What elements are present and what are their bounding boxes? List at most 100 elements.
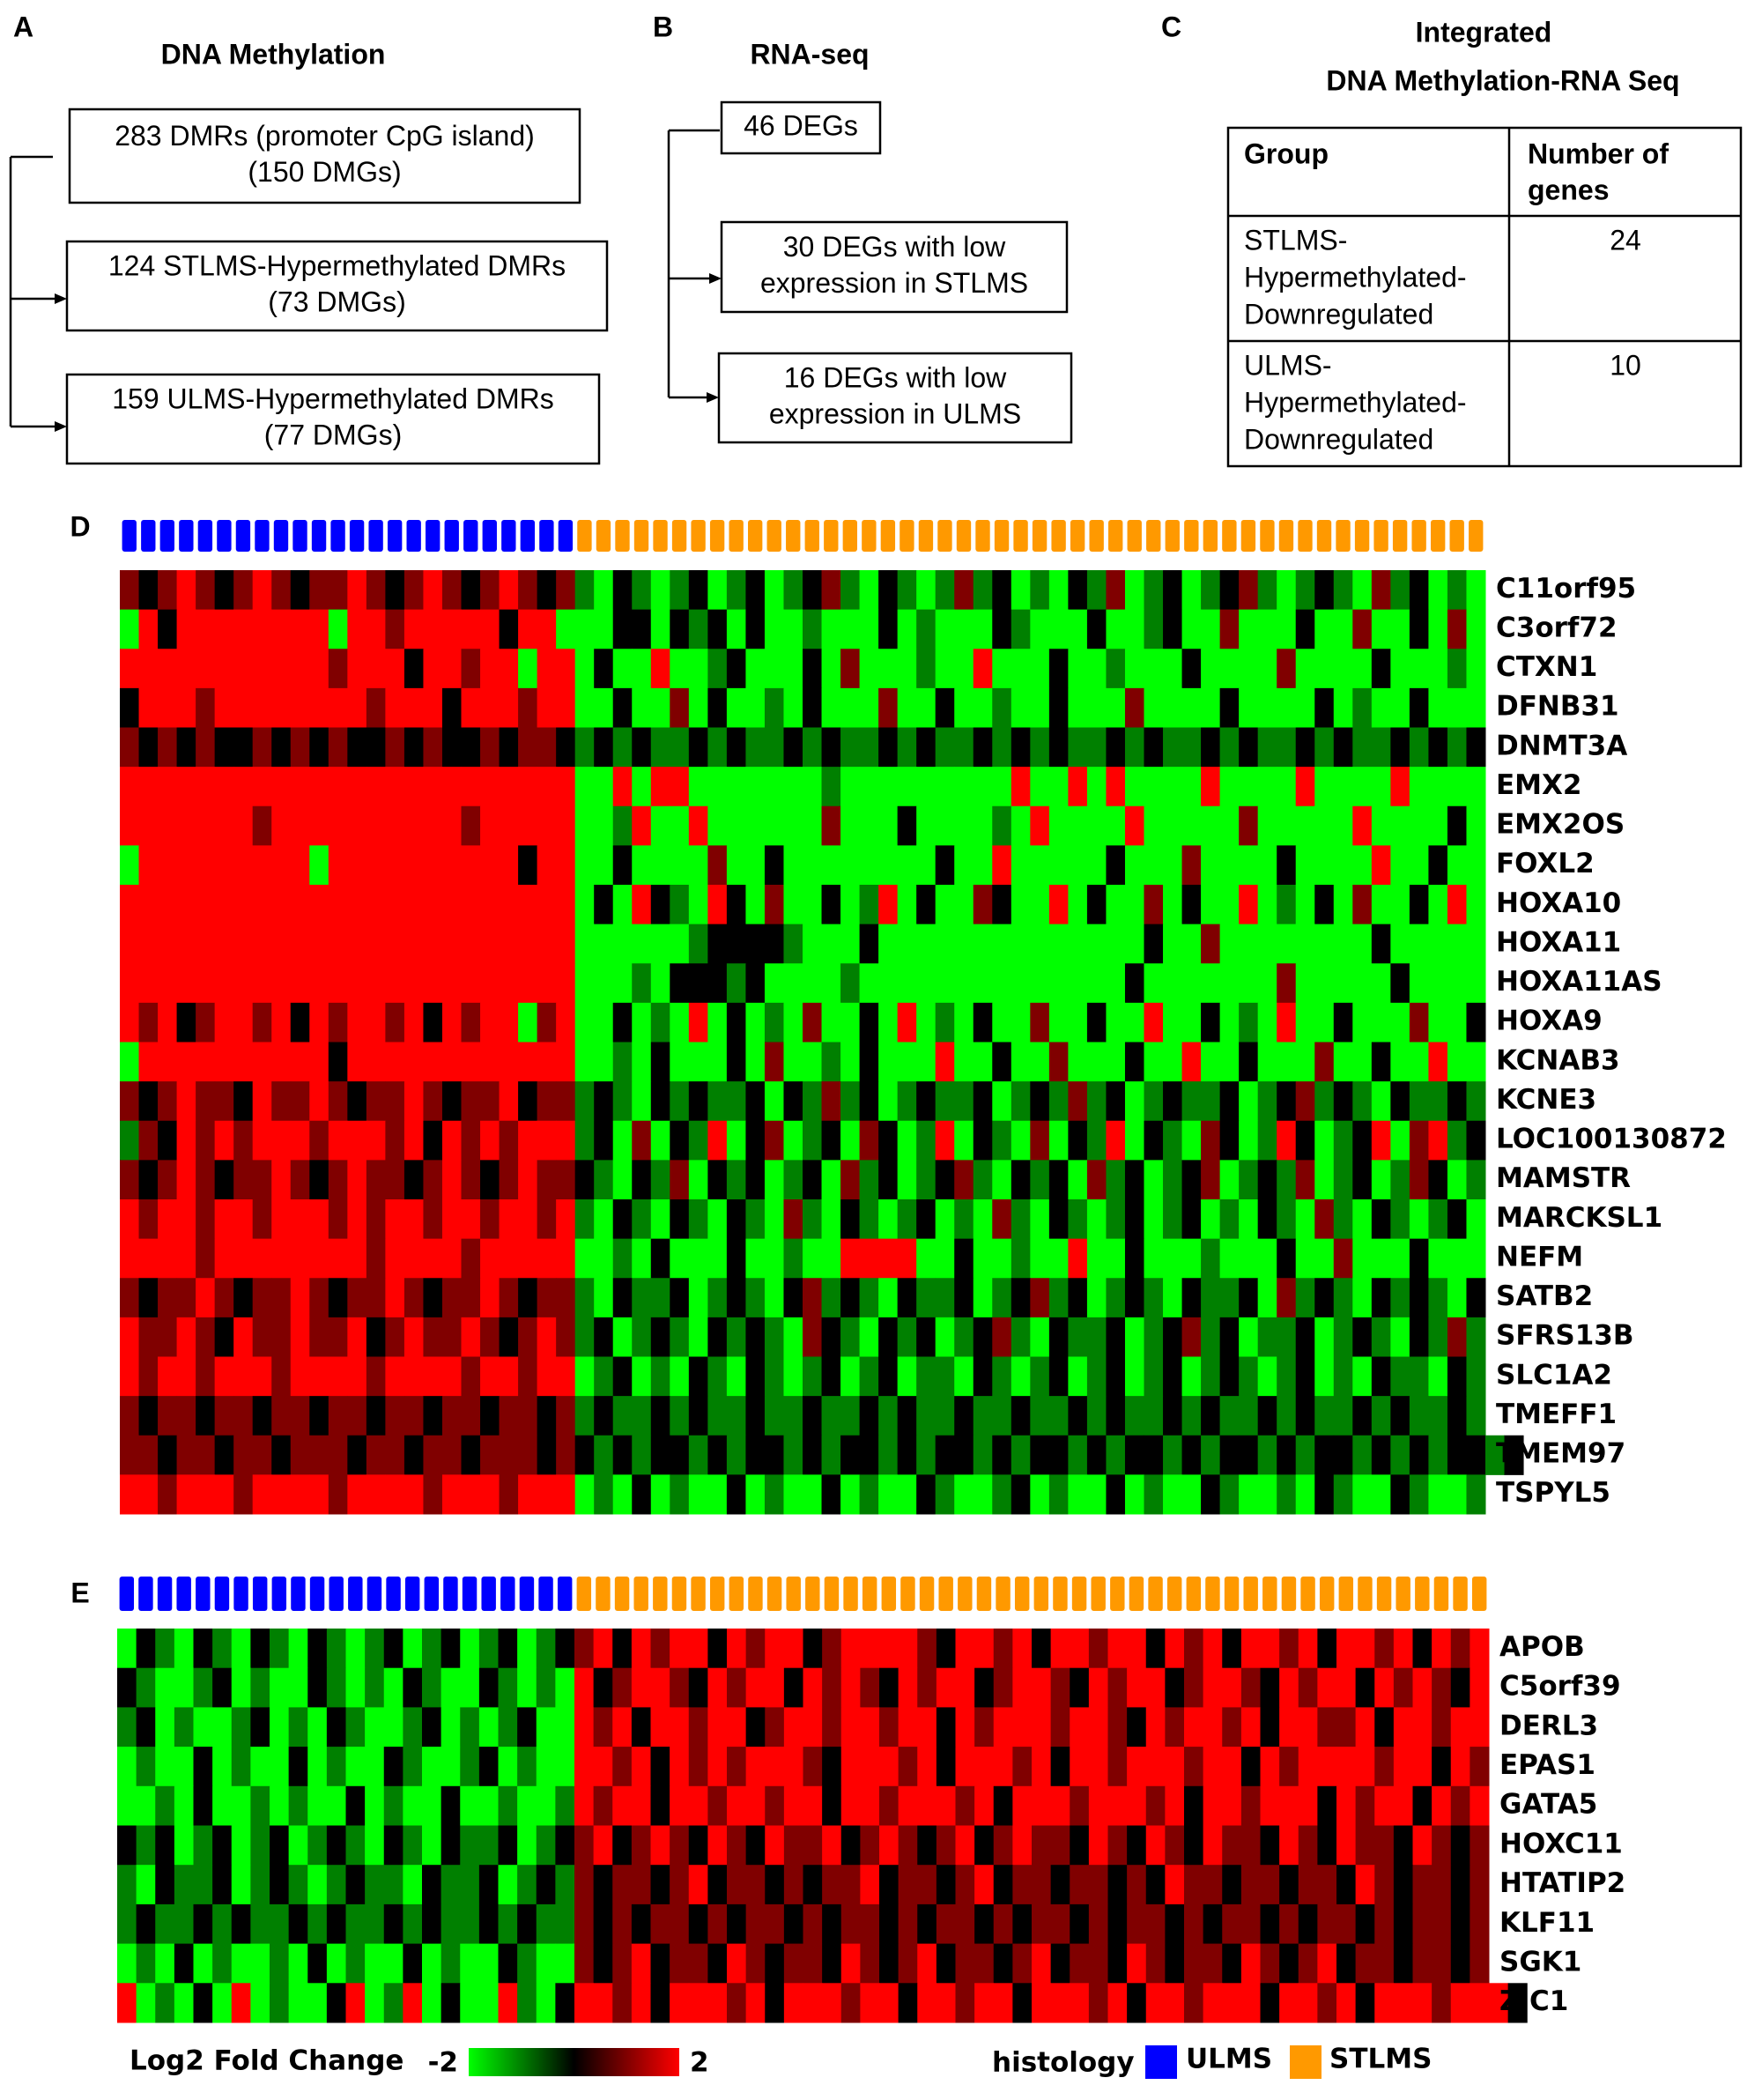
heatmap-cell (612, 1120, 633, 1161)
heatmap-cell (1428, 1356, 1448, 1397)
heatmap-cell (764, 1238, 784, 1279)
panel-title: DNA Methylation-RNA Seq (1326, 64, 1679, 96)
heatmap-cell (840, 1943, 861, 1984)
heatmap-cell (1219, 1278, 1240, 1318)
heatmap-cell (1390, 1278, 1410, 1318)
heatmap-cell (478, 1983, 499, 2023)
gene-label: LOC100130872 (1496, 1124, 1727, 1155)
heatmap-cell (460, 1865, 480, 1905)
heatmap-cell (916, 1160, 937, 1200)
heatmap-cell (366, 649, 386, 689)
heatmap-cell (1163, 1317, 1183, 1357)
heatmap-cell (385, 1238, 405, 1279)
heatmap-cell (1393, 1707, 1413, 1748)
heatmap-cell (328, 1042, 348, 1082)
sample-header (157, 1577, 173, 1611)
heatmap-cell (1314, 570, 1335, 611)
heatmap-cell (993, 1707, 1013, 1748)
heatmap-cell (1374, 1747, 1395, 1787)
heatmap-cell (632, 924, 652, 964)
heatmap-cell (1277, 687, 1297, 728)
heatmap-cell (1201, 845, 1221, 886)
gene-label: C3orf72 (1496, 612, 1618, 643)
heatmap-cell (612, 1785, 633, 1826)
heatmap-cell (1314, 727, 1335, 768)
heatmap-cell (727, 1629, 747, 1669)
heatmap-cell (385, 885, 405, 925)
heatmap-cell (1333, 1002, 1353, 1043)
heatmap-cell (1466, 570, 1486, 611)
heatmap-cell (992, 1120, 1012, 1161)
heatmap-cell (536, 1667, 556, 1708)
heatmap-cell (441, 1120, 462, 1161)
heatmap-cell (688, 767, 708, 807)
heatmap-cell (423, 1199, 443, 1240)
heatmap-cell (252, 1356, 272, 1397)
heatmap-cell (250, 1747, 270, 1787)
heatmap-cell (480, 1317, 500, 1357)
scale-min: -2 (428, 2047, 458, 2079)
heatmap-cell (1450, 1983, 1470, 2023)
heatmap-cell (1106, 727, 1126, 768)
heatmap-cell (612, 1278, 633, 1318)
heatmap-cell (840, 1629, 861, 1669)
heatmap-cell (1144, 1081, 1164, 1122)
heatmap-cell (1011, 1042, 1031, 1082)
sample-header (709, 1577, 725, 1611)
heatmap-cell (670, 1081, 690, 1122)
heatmap-cell (917, 1865, 937, 1905)
gene-label: DNMT3A (1496, 730, 1627, 761)
heatmap-cell (347, 1474, 367, 1515)
heatmap-cell (120, 1002, 140, 1043)
heatmap-cell (954, 649, 974, 689)
heatmap-cell (155, 1943, 175, 1984)
heatmap-cell (765, 1747, 785, 1787)
heatmap-cell (120, 1278, 140, 1318)
heatmap-cell (1048, 924, 1069, 964)
heatmap-cell (1181, 1356, 1202, 1397)
heatmap-cell (594, 1278, 614, 1318)
heatmap-cell (860, 1785, 880, 1826)
heatmap-cell (1030, 1474, 1050, 1515)
heatmap-cell (537, 570, 557, 611)
heatmap-cell (973, 687, 993, 728)
heatmap-cell (1219, 687, 1240, 728)
heatmap-cell (518, 963, 538, 1004)
heatmap-cell (916, 609, 937, 649)
heatmap-cell (309, 687, 329, 728)
heatmap-cell (252, 1160, 272, 1200)
heatmap-cell (1393, 1785, 1413, 1826)
heatmap-cell (803, 609, 823, 649)
heatmap-cell (441, 687, 462, 728)
heatmap-cell (499, 1120, 519, 1161)
heatmap-cell (155, 1707, 175, 1748)
heatmap-cell (233, 885, 254, 925)
sample-header (1319, 1577, 1335, 1611)
arrow (707, 392, 719, 403)
heatmap-cell (385, 767, 405, 807)
heatmap-cell (594, 1396, 614, 1436)
heatmap-cell (365, 1825, 385, 1866)
heatmap-cell (1447, 727, 1467, 768)
gene-label: NEFM (1496, 1241, 1583, 1273)
heatmap-cell (136, 1825, 156, 1866)
heatmap-cell (1352, 1435, 1373, 1475)
heatmap-cell (309, 649, 329, 689)
heatmap-cell (328, 1160, 348, 1200)
heatmap-cell (1314, 963, 1335, 1004)
heatmap-cell (954, 885, 974, 925)
heatmap-cell (765, 1865, 785, 1905)
heatmap-cell (1201, 805, 1221, 846)
heatmap-cell (764, 570, 784, 611)
heatmap-cell (193, 1943, 213, 1984)
sample-header (1300, 1577, 1315, 1611)
heatmap-cell (1295, 609, 1315, 649)
heatmap-cell (1447, 805, 1467, 846)
heatmap-cell (670, 1747, 690, 1787)
heatmap-cell (632, 1160, 652, 1200)
heatmap-cell (158, 1317, 178, 1357)
heatmap-cell (385, 1278, 405, 1318)
heatmap-cell (366, 1160, 386, 1200)
heatmap-cell (860, 1903, 880, 1945)
heatmap-cell (974, 1629, 995, 1669)
